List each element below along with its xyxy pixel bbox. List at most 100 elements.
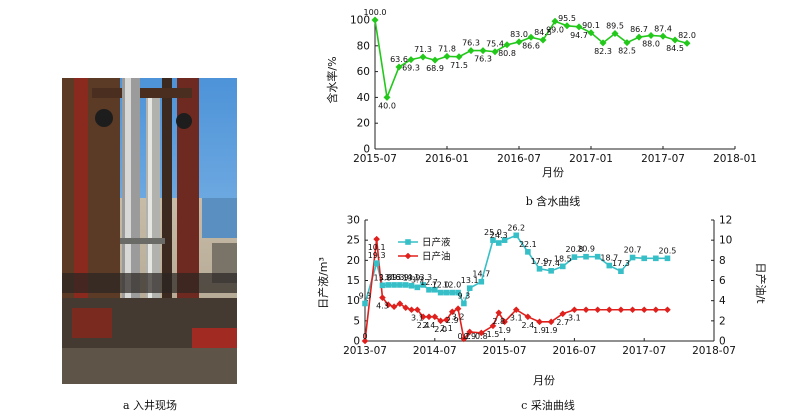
water-cut-point-4	[419, 53, 427, 61]
water-cut-data-label-8: 76.3	[462, 39, 480, 48]
water-cut-point-24	[659, 32, 667, 40]
oil-data-label-25: 1.9	[545, 326, 558, 335]
water-cut-point-5	[431, 56, 439, 64]
water-cut-point-18	[587, 29, 595, 37]
liquid-data-label-5: 13.9	[391, 273, 409, 282]
liquid-y-tick-label-4: 20	[347, 255, 360, 267]
oil-point-24	[536, 318, 543, 326]
water-cut-point-21	[623, 39, 631, 47]
water-cut-x-tick-label-5: 2018-01	[713, 153, 757, 165]
oil-point-17	[466, 328, 473, 336]
oil-data-label-15: 3.2	[452, 313, 465, 322]
production-x-tick-label-0: 2013-07	[343, 345, 387, 357]
water-cut-x-tick-label-1: 2016-01	[425, 153, 469, 165]
oil-data-label-20: 2.8	[492, 317, 505, 326]
oil-data-label-8: 3.1	[411, 314, 424, 323]
liquid-y-tick-label-6: 30	[347, 215, 360, 227]
water-cut-data-label-12: 83.0	[510, 30, 528, 39]
legend-liquid-label: 日产液	[422, 237, 451, 249]
oil-y-tick-label-0: 0	[719, 336, 726, 348]
oil-data-label-19: 1.5	[487, 330, 500, 339]
water-cut-point-23	[647, 31, 655, 39]
water-cut-y-tick-label-1: 20	[357, 118, 370, 130]
oil-y-tick-label-1: 2	[719, 315, 726, 327]
liquid-point-16	[461, 300, 467, 307]
oil-y-tick-label-4: 8	[719, 255, 726, 267]
oil-point-1	[373, 235, 380, 243]
liquid-data-label-8: 3.7	[411, 275, 424, 284]
liquid-data-label-3: 13.9	[379, 273, 397, 282]
oil-data-label-24: 1.9	[533, 326, 546, 335]
water-cut-point-12	[515, 38, 523, 46]
liquid-data-label-12: 12.0	[432, 281, 450, 290]
production-x-tick-label-2: 2015-07	[483, 345, 527, 357]
liquid-data-label-23: 22.1	[519, 240, 537, 249]
liquid-data-label-2: 13.8	[374, 273, 392, 282]
oil-point-21	[501, 318, 508, 326]
liquid-data-label-18: 14.7	[472, 270, 490, 279]
water-cut-point-1	[383, 93, 391, 101]
water-cut-y-tick-label-4: 80	[357, 40, 370, 52]
liquid-point-11	[432, 286, 438, 293]
oil-data-label-14: 2.9	[446, 316, 459, 325]
oil-point-30	[606, 306, 613, 314]
oil-point-6	[402, 304, 410, 312]
oil-data-label-16: 0.2	[458, 332, 471, 341]
water-cut-point-17	[575, 23, 583, 31]
legend-oil-label: 日产油	[422, 251, 451, 263]
oil-point-22	[512, 306, 520, 314]
water-cut-point-3	[407, 56, 415, 64]
liquid-point-9	[420, 282, 426, 288]
oil-point-25	[547, 318, 555, 326]
liquid-point-7	[408, 282, 415, 289]
oil-data-label-13: 2.1	[440, 324, 453, 333]
liquid-point-17	[466, 285, 473, 291]
liquid-data-label-20: 24.3	[490, 231, 508, 240]
oil-data-label-21: 1.9	[498, 326, 511, 335]
oil-data-label-27: 3.1	[568, 314, 581, 323]
liquid-point-27	[571, 254, 578, 260]
liquid-data-label-27: 20.8	[565, 245, 583, 254]
oil-data-label-10: 2.4	[423, 321, 436, 330]
water-cut-point-22	[635, 33, 643, 41]
oil-line	[364, 239, 668, 342]
liquid-point-1	[373, 260, 380, 266]
water-cut-y-tick-label-2: 40	[357, 92, 370, 104]
liquid-data-label-25: 17.4	[542, 259, 560, 268]
water-cut-point-16	[563, 22, 571, 30]
liquid-point-4	[391, 282, 397, 288]
water-cut-data-label-0: 100.0	[364, 8, 387, 17]
oil-y-tick-label-6: 12	[719, 215, 732, 227]
liquid-point-10	[426, 286, 432, 293]
water-cut-data-label-11: 80.8	[498, 49, 516, 58]
water-cut-data-label-20: 89.5	[606, 22, 624, 31]
caption-production: c 采油曲线	[521, 399, 575, 412]
liquid-point-21	[501, 237, 508, 243]
oil-y-tick-label-3: 6	[719, 275, 726, 287]
water-cut-data-label-14: 84.5	[534, 28, 552, 37]
water-cut-y-tick-label-5: 100	[350, 15, 370, 27]
water-cut-data-label-24: 87.4	[654, 24, 672, 33]
oil-point-7	[408, 306, 415, 314]
water-cut-data-label-9: 76.3	[474, 55, 492, 64]
liquid-y-axis-label: 日产液/m³	[316, 257, 330, 309]
oil-point-0	[361, 337, 369, 345]
oil-data-label-2: 4.3	[376, 302, 389, 311]
water-cut-point-25	[671, 36, 679, 44]
liquid-point-23	[525, 249, 531, 255]
oil-data-label-1: 10.1	[368, 243, 386, 252]
liquid-point-26	[559, 263, 566, 270]
oil-y-tick-label-2: 4	[719, 295, 726, 307]
water-cut-point-15	[551, 17, 559, 25]
water-cut-data-label-16: 95.5	[558, 14, 576, 23]
water-cut-point-26	[683, 39, 691, 47]
oil-point-29	[594, 306, 601, 314]
liquid-point-30	[606, 262, 613, 269]
liquid-data-label-22: 26.2	[507, 223, 525, 232]
water-cut-point-14	[539, 36, 547, 44]
water-cut-y-tick-label-3: 60	[357, 66, 370, 78]
liquid-y-tick-label-0: 0	[353, 336, 360, 348]
water-cut-x-tick-label-3: 2017-01	[569, 153, 613, 165]
